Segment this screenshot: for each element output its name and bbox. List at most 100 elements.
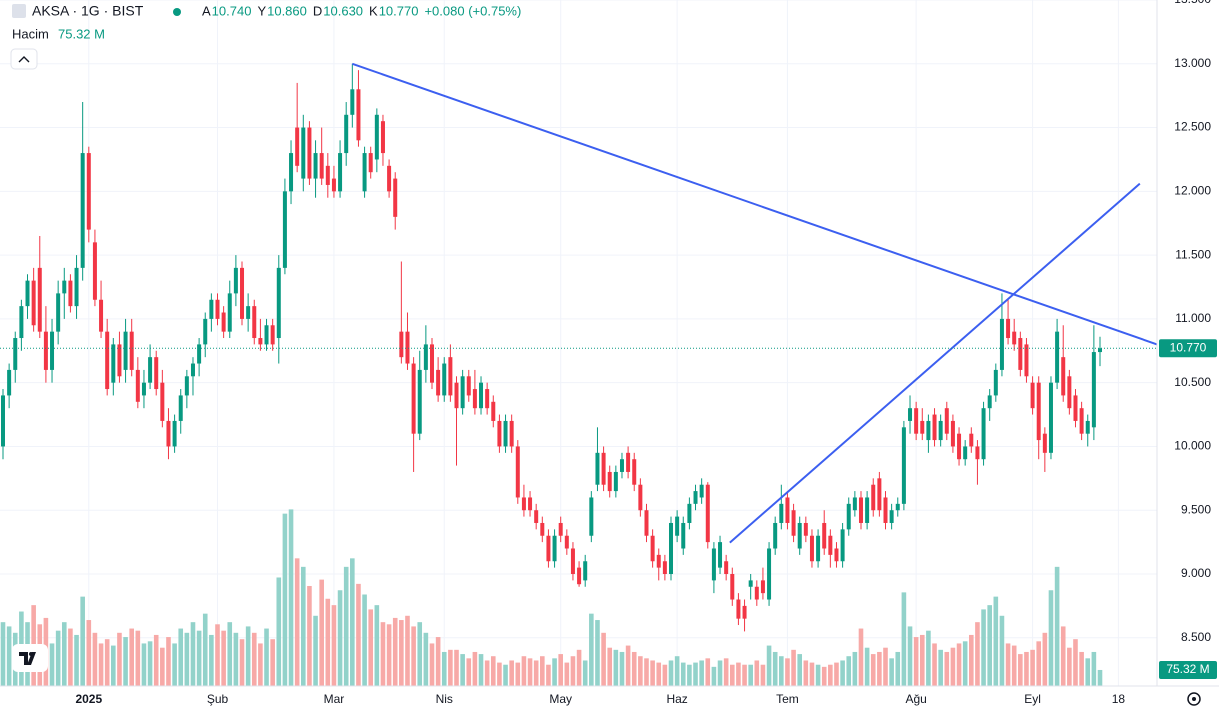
candle-body [583, 561, 588, 581]
trendline-layer [0, 62, 1158, 544]
volume-bar [135, 630, 141, 686]
volume-bar [147, 641, 153, 686]
candle-body [43, 331, 48, 370]
volume-bar [0, 622, 6, 686]
candle-body [1018, 338, 1023, 370]
volume-bar [123, 637, 128, 686]
candle-body [503, 420, 508, 447]
volume-bar [429, 643, 435, 686]
volume-bar [680, 662, 686, 686]
candle-body [901, 427, 906, 504]
candle-body [319, 153, 324, 179]
candle-body [865, 497, 870, 523]
volume-bar [1011, 645, 1017, 686]
volume-bar [503, 664, 508, 686]
candle-body [405, 331, 410, 364]
candle-body [429, 344, 434, 383]
volume-bar [264, 628, 269, 686]
volume-bar [582, 660, 588, 686]
volume-bar [956, 643, 962, 686]
candle-body [675, 516, 680, 536]
volume-bar [558, 654, 563, 686]
candle-body [644, 510, 649, 536]
volume-bar [999, 615, 1005, 686]
volume-bar [417, 622, 423, 686]
volume-bar [870, 654, 876, 686]
volume-bar [521, 656, 527, 686]
candle-body [595, 452, 600, 485]
candle-body [166, 420, 171, 447]
volume-bar [221, 630, 226, 686]
volume-bar [49, 643, 55, 686]
candle-body [950, 420, 955, 447]
volume-bar [454, 649, 459, 686]
volume-bar [858, 628, 864, 686]
candle-body [13, 338, 18, 370]
volume-bar [435, 637, 441, 686]
volume-bar [772, 651, 778, 686]
candle-body [368, 153, 373, 173]
volume-bar [6, 626, 12, 686]
candle-body [662, 561, 667, 575]
volume-bar [576, 649, 582, 686]
candle-body [791, 510, 796, 536]
candle-body [160, 382, 165, 421]
volume-bar [1085, 658, 1091, 686]
candle-body [276, 267, 281, 339]
volume-bar [993, 596, 999, 686]
logo-dot [29, 652, 33, 656]
candle-body [718, 542, 723, 568]
volume-bar [699, 660, 704, 686]
candle-body [7, 369, 12, 396]
candle-body [203, 318, 208, 345]
candle-body [993, 369, 998, 396]
candle-body [877, 478, 882, 511]
candle-body [509, 420, 514, 447]
volume-bar [631, 651, 637, 686]
volume-bar [166, 637, 171, 686]
candle-body [454, 382, 459, 409]
volume-bar [1073, 639, 1078, 686]
y-tick-label: 13.500 [1174, 0, 1211, 6]
volume-bar [975, 622, 980, 686]
candle-body [779, 503, 784, 523]
volume-bar [779, 656, 784, 686]
volume-bar [742, 664, 747, 686]
volume-bar [441, 651, 447, 686]
candle-body [190, 363, 195, 377]
candle-body [393, 178, 398, 217]
gear-ring [1187, 692, 1201, 706]
volume-bar [1018, 654, 1023, 686]
candle-body [338, 153, 343, 192]
volume-bar [552, 658, 557, 686]
y-tick-label: 9.500 [1181, 502, 1211, 516]
volume-bar [61, 622, 67, 686]
volume-bar [300, 566, 306, 686]
candle-body [1024, 344, 1029, 377]
volume-bar [386, 624, 392, 686]
candle-body [834, 548, 839, 562]
candle-body [411, 363, 416, 434]
candle-body [399, 331, 404, 358]
candle-body [785, 497, 790, 523]
ohlc-value: 10.740 [212, 3, 252, 18]
volume-bar [190, 622, 196, 686]
volume-bar [711, 666, 717, 686]
settings-icon[interactable] [1187, 692, 1201, 706]
volume-bar [276, 577, 282, 686]
candle-body [331, 178, 336, 192]
volume-bar [748, 664, 753, 686]
collapse-button[interactable] [10, 48, 38, 70]
volume-bar [1091, 651, 1097, 686]
volume-bar [736, 662, 741, 686]
volume-bar [356, 583, 361, 686]
candle-body [736, 599, 741, 619]
candle-body [307, 127, 312, 179]
volume-bar [215, 624, 220, 686]
volume-bar [337, 590, 343, 686]
volume-bar [938, 649, 943, 686]
candle-body [1098, 348, 1102, 353]
candle-body [724, 561, 729, 575]
candle-body [485, 389, 490, 409]
volume-bar [331, 605, 337, 686]
